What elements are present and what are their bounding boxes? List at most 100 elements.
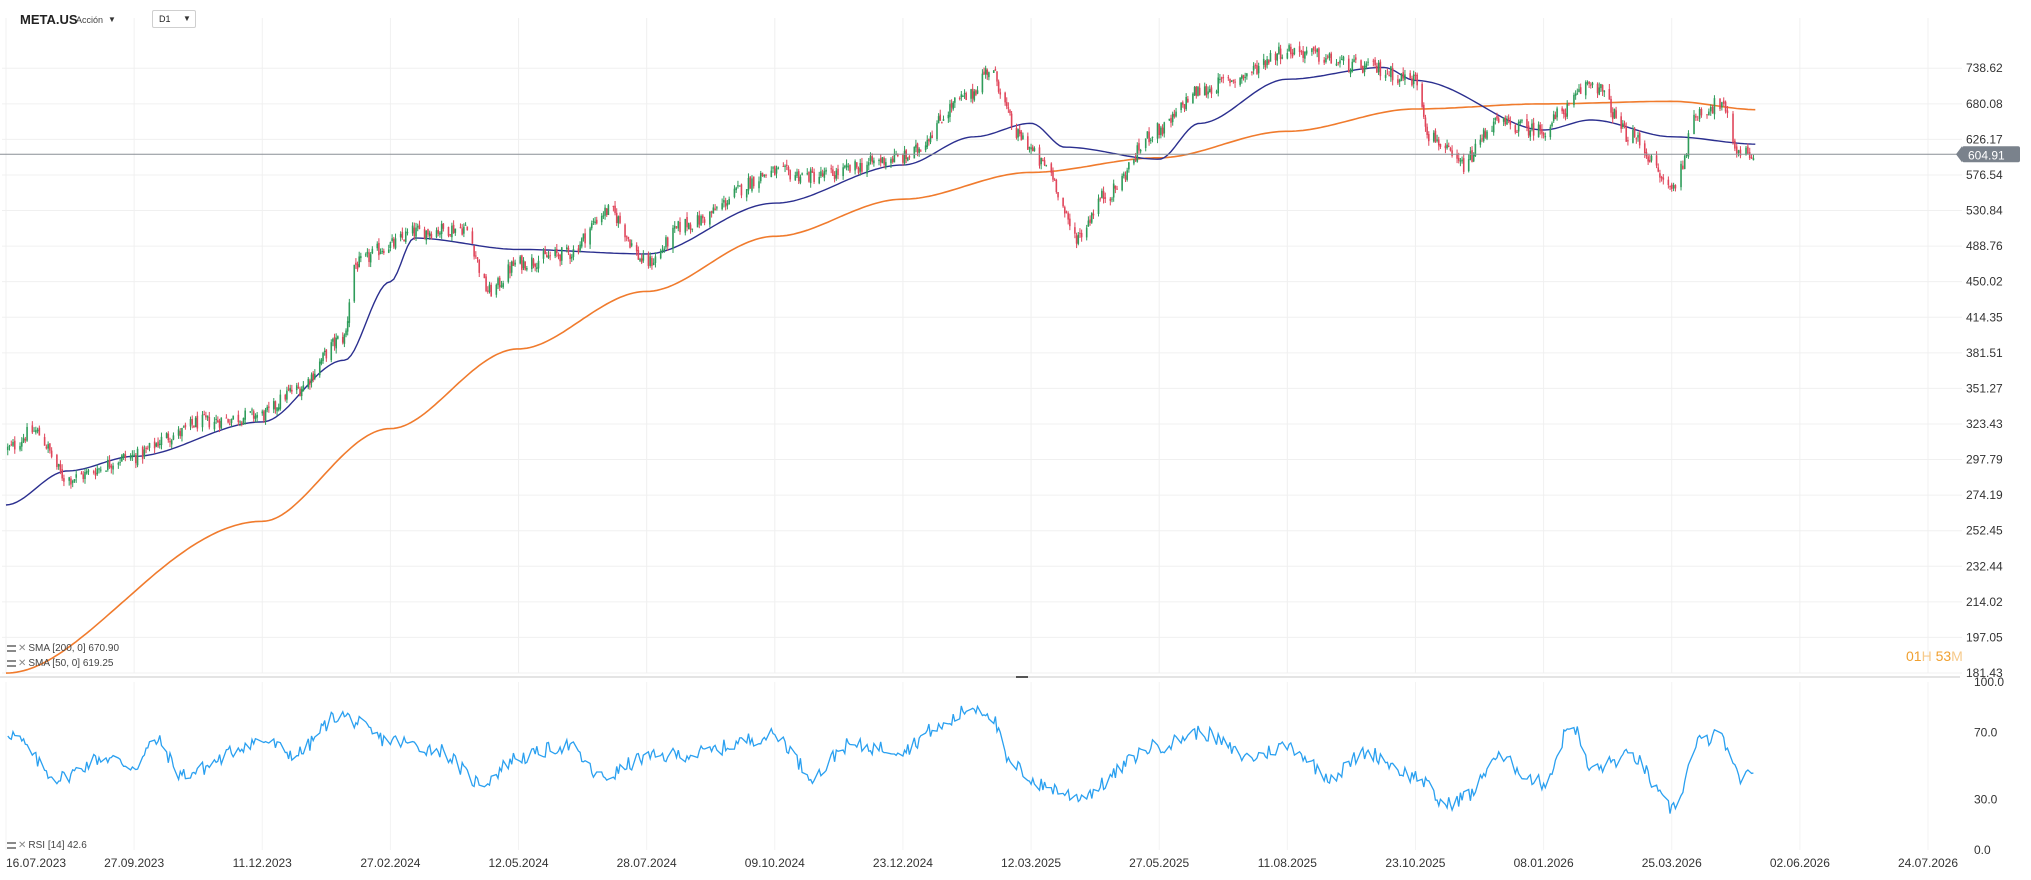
candle-body bbox=[1316, 48, 1318, 53]
candle-body bbox=[94, 472, 97, 476]
candle-body bbox=[26, 426, 28, 441]
candle-body bbox=[181, 428, 183, 437]
candle-body bbox=[642, 254, 645, 261]
candle-body bbox=[696, 215, 699, 228]
close-icon[interactable]: ✕ bbox=[18, 643, 27, 654]
chevron-down-icon[interactable]: ▼ bbox=[108, 15, 116, 24]
candle-body bbox=[464, 224, 467, 226]
candle-body bbox=[859, 163, 862, 172]
candle-body bbox=[1622, 123, 1624, 127]
candle-body bbox=[1507, 117, 1510, 120]
candle-body bbox=[749, 176, 752, 189]
candle-body bbox=[1342, 56, 1345, 61]
candle-body bbox=[1497, 118, 1500, 123]
candle-body bbox=[1632, 129, 1634, 143]
candle-body bbox=[1472, 154, 1475, 162]
candle-body bbox=[1462, 158, 1465, 172]
candle-body bbox=[286, 390, 288, 400]
candle-body bbox=[478, 259, 481, 273]
settings-lines-icon[interactable] bbox=[7, 659, 16, 667]
candle-body bbox=[1262, 58, 1265, 65]
candle-body bbox=[215, 418, 217, 420]
close-icon[interactable]: ✕ bbox=[18, 658, 27, 669]
candle-body bbox=[971, 88, 974, 99]
candle-body bbox=[1278, 46, 1280, 54]
candle-body bbox=[325, 349, 328, 359]
time-axis[interactable]: 16.07.2023 27.09.2023 11.12.2023 27.02.2024… bbox=[6, 856, 1958, 870]
candle-body bbox=[782, 165, 785, 167]
candle-body bbox=[1711, 106, 1714, 114]
candle-body bbox=[220, 417, 223, 429]
candle-body bbox=[454, 228, 457, 233]
candle-body bbox=[312, 373, 314, 380]
candle-body bbox=[1643, 143, 1646, 154]
candle-body bbox=[428, 232, 431, 237]
candle-body bbox=[1038, 147, 1041, 166]
candle-body bbox=[289, 387, 291, 392]
settings-lines-icon[interactable] bbox=[7, 644, 16, 652]
candle-body bbox=[1494, 117, 1497, 120]
candle-body bbox=[38, 427, 41, 436]
candle-body bbox=[673, 225, 676, 229]
chevron-down-icon[interactable]: ▼ bbox=[183, 14, 191, 23]
candle-body bbox=[1018, 130, 1021, 134]
candle-body bbox=[1667, 179, 1670, 186]
rsi-tick-label: 70.0 bbox=[1974, 725, 1998, 739]
timeframe-select[interactable]: D1 ▼ bbox=[152, 10, 196, 28]
candle-body bbox=[770, 170, 773, 178]
candle-body bbox=[1481, 138, 1483, 140]
candle-body bbox=[1713, 98, 1716, 115]
candle-body bbox=[310, 374, 313, 383]
candle-body bbox=[1506, 119, 1508, 125]
candle-body bbox=[1126, 170, 1128, 180]
candle-body bbox=[1517, 121, 1520, 132]
candle-body bbox=[383, 250, 385, 253]
candle-body bbox=[1655, 155, 1658, 166]
candle-body bbox=[1220, 77, 1223, 79]
candle-body bbox=[1576, 93, 1579, 95]
candle-body bbox=[1085, 227, 1088, 238]
candle-body bbox=[1674, 185, 1677, 189]
candle-body bbox=[1625, 127, 1628, 142]
candle-body bbox=[63, 478, 65, 482]
candle-body bbox=[1349, 69, 1352, 74]
candle-body bbox=[1564, 113, 1567, 118]
candle-body bbox=[1588, 81, 1590, 85]
candle-body bbox=[624, 224, 626, 238]
close-icon[interactable]: ✕ bbox=[18, 840, 27, 851]
candle-body bbox=[1256, 65, 1258, 74]
candle-body bbox=[1175, 111, 1177, 117]
candle-body bbox=[1195, 86, 1198, 96]
candle-body bbox=[133, 454, 135, 456]
candle-body bbox=[1434, 130, 1437, 143]
candle-body bbox=[1374, 59, 1376, 66]
candle-body bbox=[107, 459, 109, 470]
candle-body bbox=[1659, 173, 1661, 178]
candle-body bbox=[679, 222, 681, 233]
candle-body bbox=[584, 233, 586, 244]
price-axis[interactable]: 738.62 680.08 626.17 576.54 530.84 488.76 450.… bbox=[1966, 61, 2003, 680]
candle-body bbox=[1504, 118, 1507, 125]
candle-body bbox=[320, 359, 323, 364]
candle-body bbox=[1461, 159, 1463, 162]
candle-body bbox=[70, 478, 72, 485]
sma-50-line bbox=[5, 66, 1756, 506]
candle-body bbox=[1509, 120, 1512, 125]
settings-lines-icon[interactable] bbox=[7, 841, 16, 849]
candle-body bbox=[295, 385, 298, 391]
candle-body bbox=[1229, 78, 1231, 83]
candle-body bbox=[36, 429, 39, 432]
candle-body bbox=[266, 406, 268, 411]
candle-body bbox=[1010, 113, 1013, 127]
candle-body bbox=[1660, 176, 1663, 179]
candle-body bbox=[379, 252, 382, 254]
candle-body bbox=[1062, 197, 1064, 207]
candle-body bbox=[1541, 129, 1543, 134]
candle-body bbox=[217, 420, 219, 423]
candle-body bbox=[1479, 139, 1482, 145]
candle-body bbox=[665, 237, 667, 248]
symbol-label[interactable]: META.US bbox=[20, 12, 78, 27]
candle-body bbox=[1252, 65, 1255, 71]
candle-body bbox=[393, 238, 395, 247]
